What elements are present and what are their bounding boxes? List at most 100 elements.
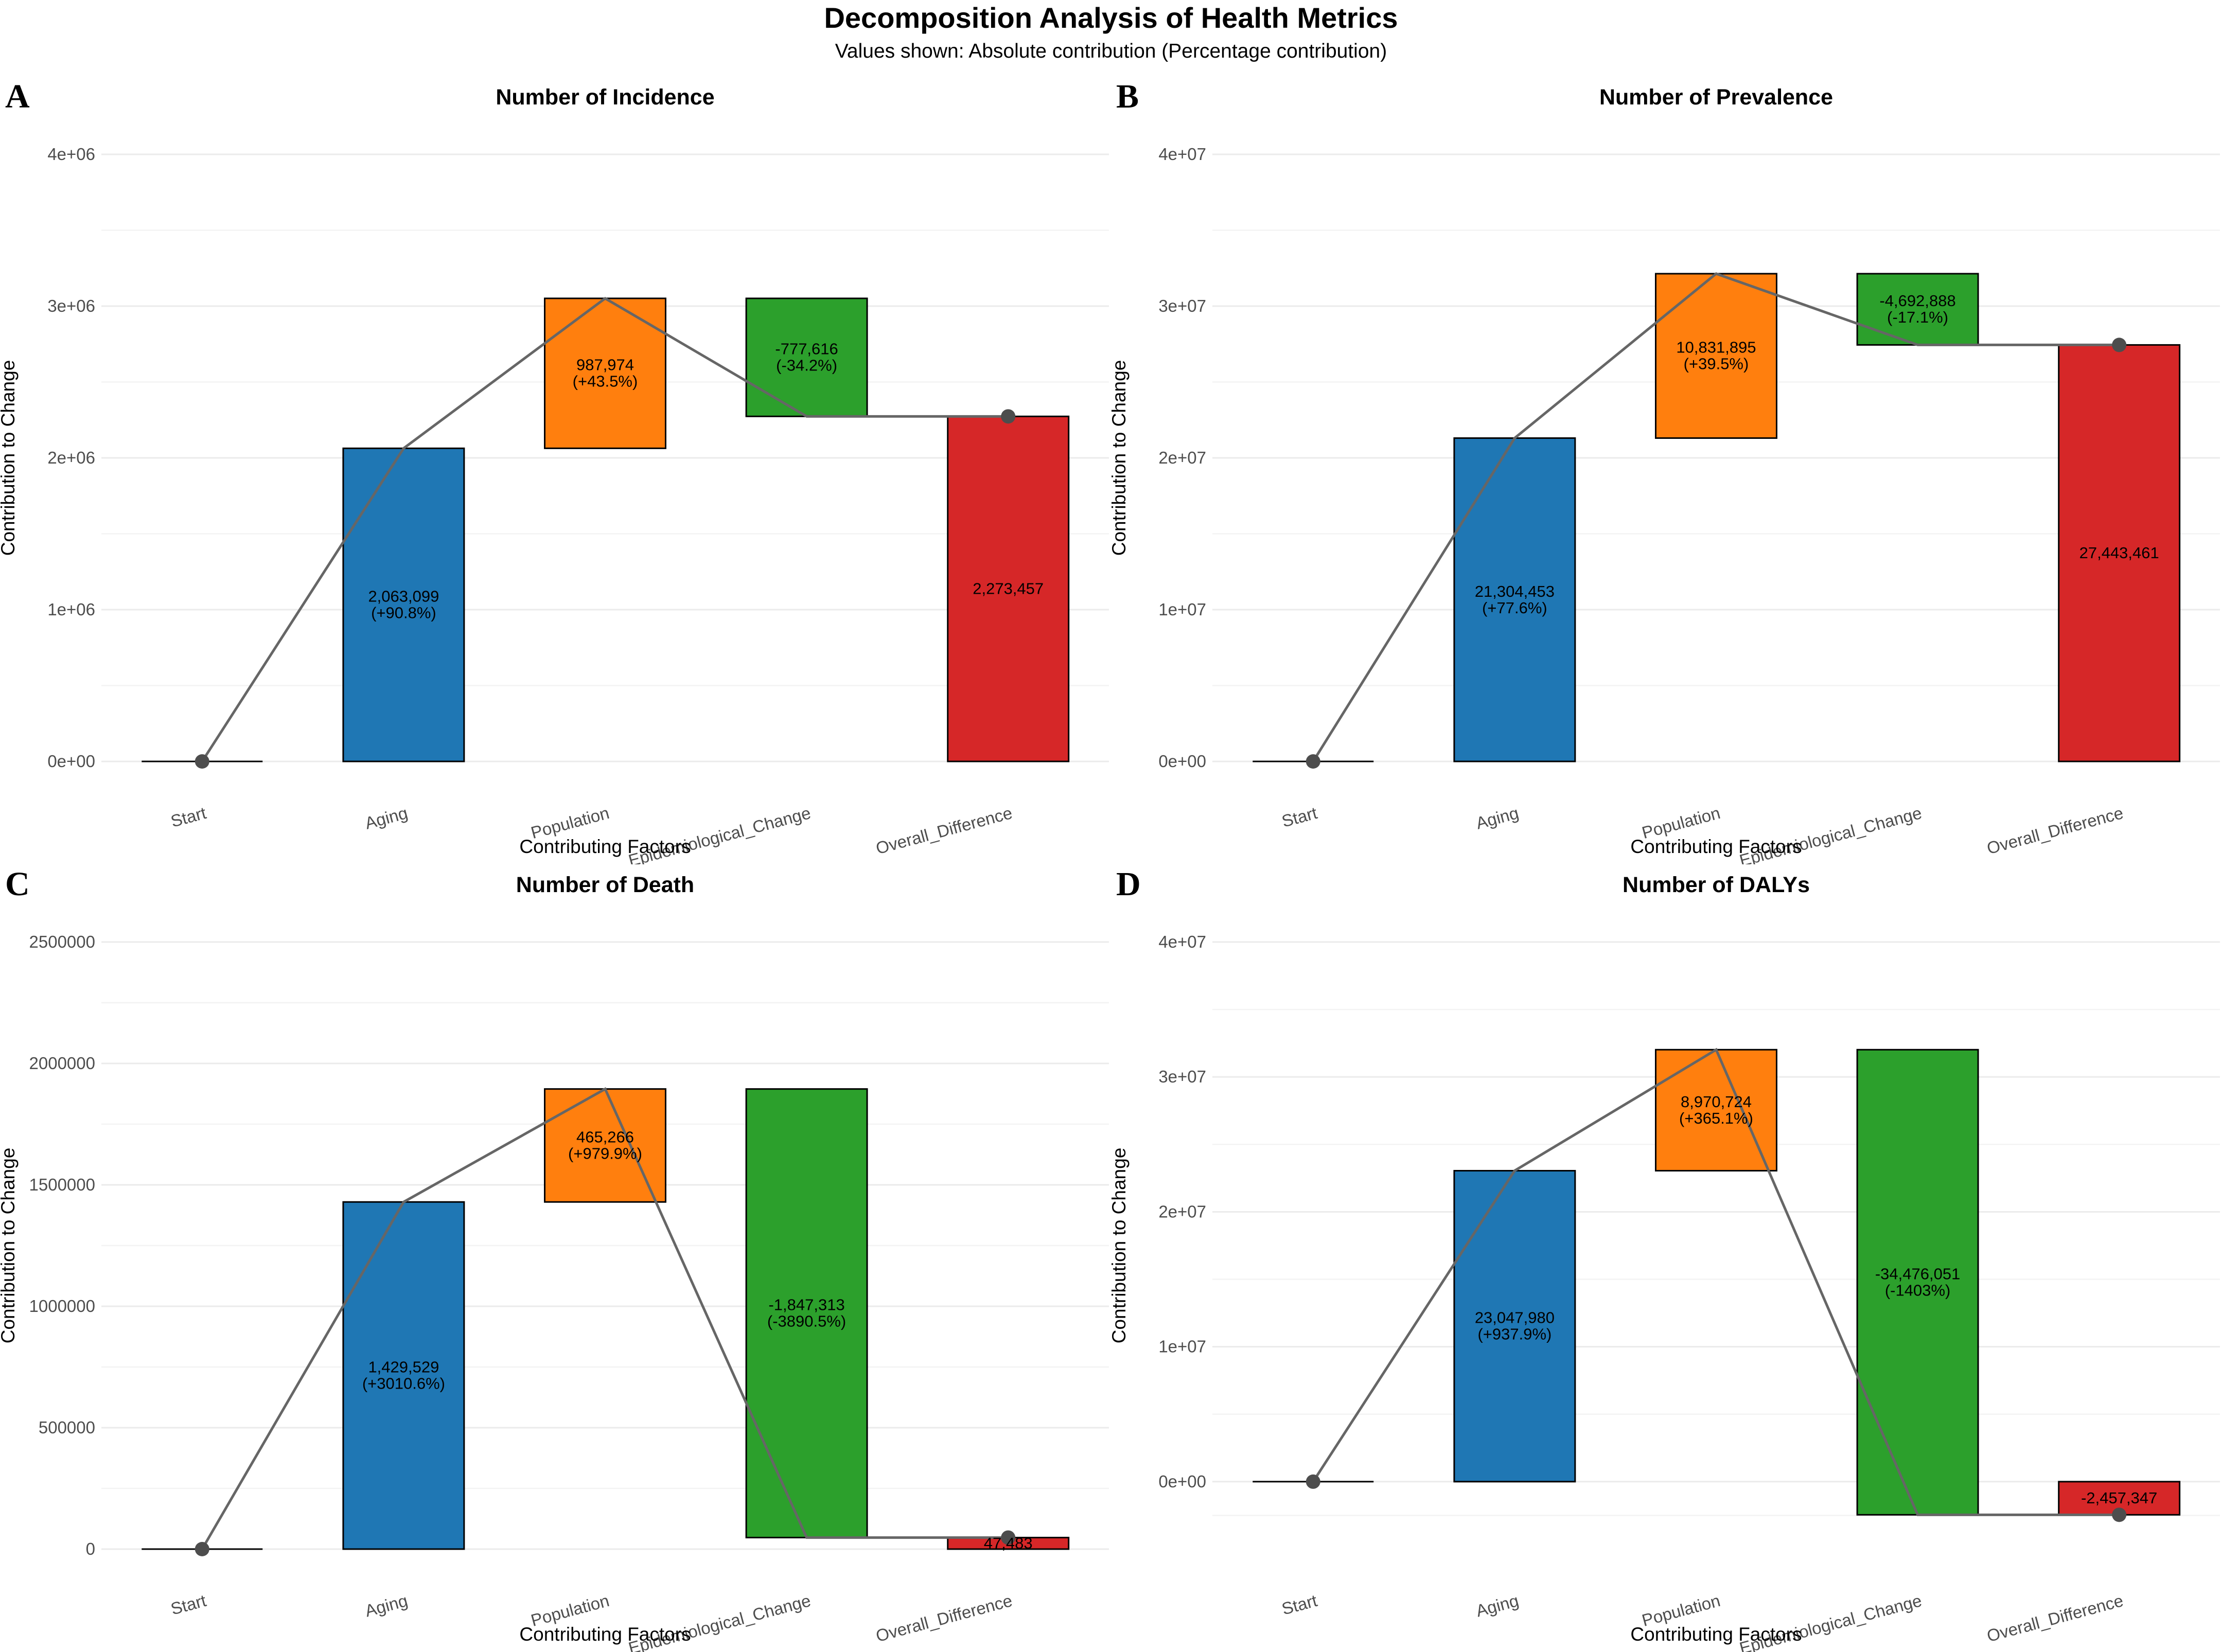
panel-letter-d: D: [1116, 865, 1141, 903]
y-tick-label: 1e+07: [1158, 600, 1206, 619]
bar-label: (+39.5%): [1684, 355, 1749, 373]
bar-label: 8,970,724: [1681, 1093, 1752, 1111]
end-point: [1001, 1530, 1016, 1545]
bar-label: (+937.9%): [1477, 1325, 1551, 1343]
y-tick-label: 0e+00: [47, 752, 95, 771]
bar-population: [1655, 273, 1777, 439]
y-tick-label: 1000000: [29, 1296, 95, 1316]
start-point: [195, 1542, 209, 1556]
y-tick-label: 2e+07: [1158, 448, 1206, 467]
start-point: [195, 754, 209, 769]
bar-label: 23,047,980: [1475, 1309, 1555, 1327]
y-tick-label: 0: [86, 1539, 95, 1558]
panel-title: Number of DALYs: [1623, 873, 1810, 897]
bar-label: (+77.6%): [1482, 599, 1547, 617]
x-axis-label: Contributing Factors: [1630, 1624, 1802, 1645]
figure-subtitle: Values shown: Absolute contribution (Per…: [835, 40, 1387, 62]
bar-label: 21,304,453: [1475, 582, 1555, 600]
connector-line: [201, 1087, 1009, 1550]
panel-title: Number of Death: [516, 873, 694, 897]
bar-overall-difference: [2058, 344, 2181, 762]
x-tick-label: Aging: [363, 803, 410, 833]
panel-title: Number of Prevalence: [1599, 85, 1833, 110]
bar-label: -34,476,051: [1875, 1265, 1960, 1283]
bar-aging: [1453, 1170, 1576, 1483]
panel-letter-c: C: [5, 865, 30, 903]
bar-label: -777,616: [775, 340, 838, 358]
bar-label: (+90.8%): [371, 604, 436, 622]
y-tick-label: 2e+06: [47, 448, 95, 467]
start-point: [1306, 754, 1320, 769]
y-tick-label: 0e+00: [1158, 752, 1206, 771]
x-tick-label: Start: [1280, 1591, 1319, 1619]
bar-label: -2,457,347: [2081, 1489, 2157, 1507]
bar-label: 987,974: [576, 356, 634, 374]
bar-label: 465,266: [576, 1128, 634, 1146]
bar-label: (-1403%): [1885, 1281, 1951, 1299]
connector-line: [1312, 272, 2120, 762]
bar-label: (+3010.6%): [362, 1375, 445, 1393]
y-tick-label: 4e+07: [1158, 932, 1206, 951]
panel-d: 0e+00 1e+07 2e+07 3e+07 4e+07 23,047,980 (+937…: [1111, 865, 2222, 1652]
panel-a: 0e+00 1e+06 2e+06 3e+06 4e+06 2,063,099 (+90.8…: [0, 77, 1111, 864]
x-tick-label: Start: [169, 803, 208, 831]
connector-line: [1312, 1047, 2120, 1516]
bar-label: -4,692,888: [1879, 292, 1955, 310]
bar-aging: [342, 1201, 465, 1550]
y-axis-label: Contribution to Change: [0, 360, 19, 556]
x-tick-label: Start: [169, 1591, 208, 1619]
chart-a: 0e+00 1e+06 2e+06 3e+06 4e+06 2,063,099(+90.8…: [0, 85, 1109, 864]
x-tick-label: Overall_Difference: [874, 1591, 1014, 1645]
panel-letter-a: A: [5, 78, 30, 115]
bar-label: (-34.2%): [776, 357, 837, 375]
start-point: [1306, 1474, 1320, 1489]
bar-label: 47,483: [984, 1534, 1033, 1552]
bar-label: (-17.1%): [1887, 308, 1948, 326]
x-tick-label: Aging: [363, 1591, 410, 1621]
x-tick-label: Aging: [1474, 803, 1521, 833]
bar-label: (+43.5%): [573, 372, 638, 390]
y-tick-label: 2500000: [29, 932, 95, 951]
y-tick-label: 1500000: [29, 1175, 95, 1194]
bar-epidemiological-change: [745, 1088, 868, 1539]
chart-b: 0e+00 1e+07 2e+07 3e+07 4e+07 21,304,453(+77.…: [1111, 85, 2220, 864]
y-tick-label: 2000000: [29, 1054, 95, 1073]
bar-label: 2,273,457: [973, 580, 1044, 598]
y-tick-label: 2e+07: [1158, 1202, 1206, 1221]
bar-label: (-3890.5%): [767, 1312, 846, 1330]
x-tick-label: Overall_Difference: [1985, 1591, 2125, 1645]
panel-b: 0e+00 1e+07 2e+07 3e+07 4e+07 21,304,453 (+77.…: [1111, 77, 2222, 864]
x-tick-label: Start: [1280, 803, 1319, 831]
y-axis-label: Contribution to Change: [1111, 360, 1130, 556]
x-tick-label: Overall_Difference: [1985, 803, 2125, 858]
bar-label: 27,443,461: [2079, 544, 2159, 562]
end-point: [2112, 1507, 2127, 1522]
y-tick-label: 1e+07: [1158, 1337, 1206, 1356]
panel-c: 0 500000 1000000 1500000 2000000 2500000 1,429…: [0, 865, 1111, 1652]
bar-population: [544, 1088, 666, 1203]
y-tick-label: 4e+07: [1158, 145, 1206, 164]
y-tick-label: 1e+06: [47, 600, 95, 619]
bar-population: [1655, 1049, 1777, 1172]
y-axis-label: Contribution to Change: [0, 1148, 19, 1344]
bar-label: 10,831,895: [1676, 339, 1756, 357]
bar-label: 1,429,529: [368, 1358, 439, 1376]
figure-title: Decomposition Analysis of Health Metrics: [824, 2, 1398, 34]
bar-epidemiological-change: [1856, 1049, 1979, 1516]
x-tick-label: Overall_Difference: [874, 803, 1014, 858]
y-tick-label: 500000: [39, 1418, 95, 1437]
panel-letter-b: B: [1116, 78, 1139, 115]
bar-label: -1,847,313: [768, 1296, 844, 1314]
bar-label: 2,063,099: [368, 588, 439, 606]
x-tick-label: Aging: [1474, 1591, 1521, 1621]
y-tick-label: 4e+06: [47, 145, 95, 164]
x-axis-label: Contributing Factors: [519, 1624, 691, 1645]
y-tick-label: 3e+06: [47, 296, 95, 315]
y-axis-label: Contribution to Change: [1111, 1148, 1130, 1344]
end-point: [1001, 409, 1016, 424]
y-tick-label: 3e+07: [1158, 296, 1206, 315]
bar-label: (+365.1%): [1679, 1109, 1753, 1127]
panel-title: Number of Incidence: [496, 85, 714, 110]
chart-c: 0 500000 1000000 1500000 2000000 2500000 1,429…: [0, 873, 1109, 1652]
connector-line: [201, 296, 1009, 762]
